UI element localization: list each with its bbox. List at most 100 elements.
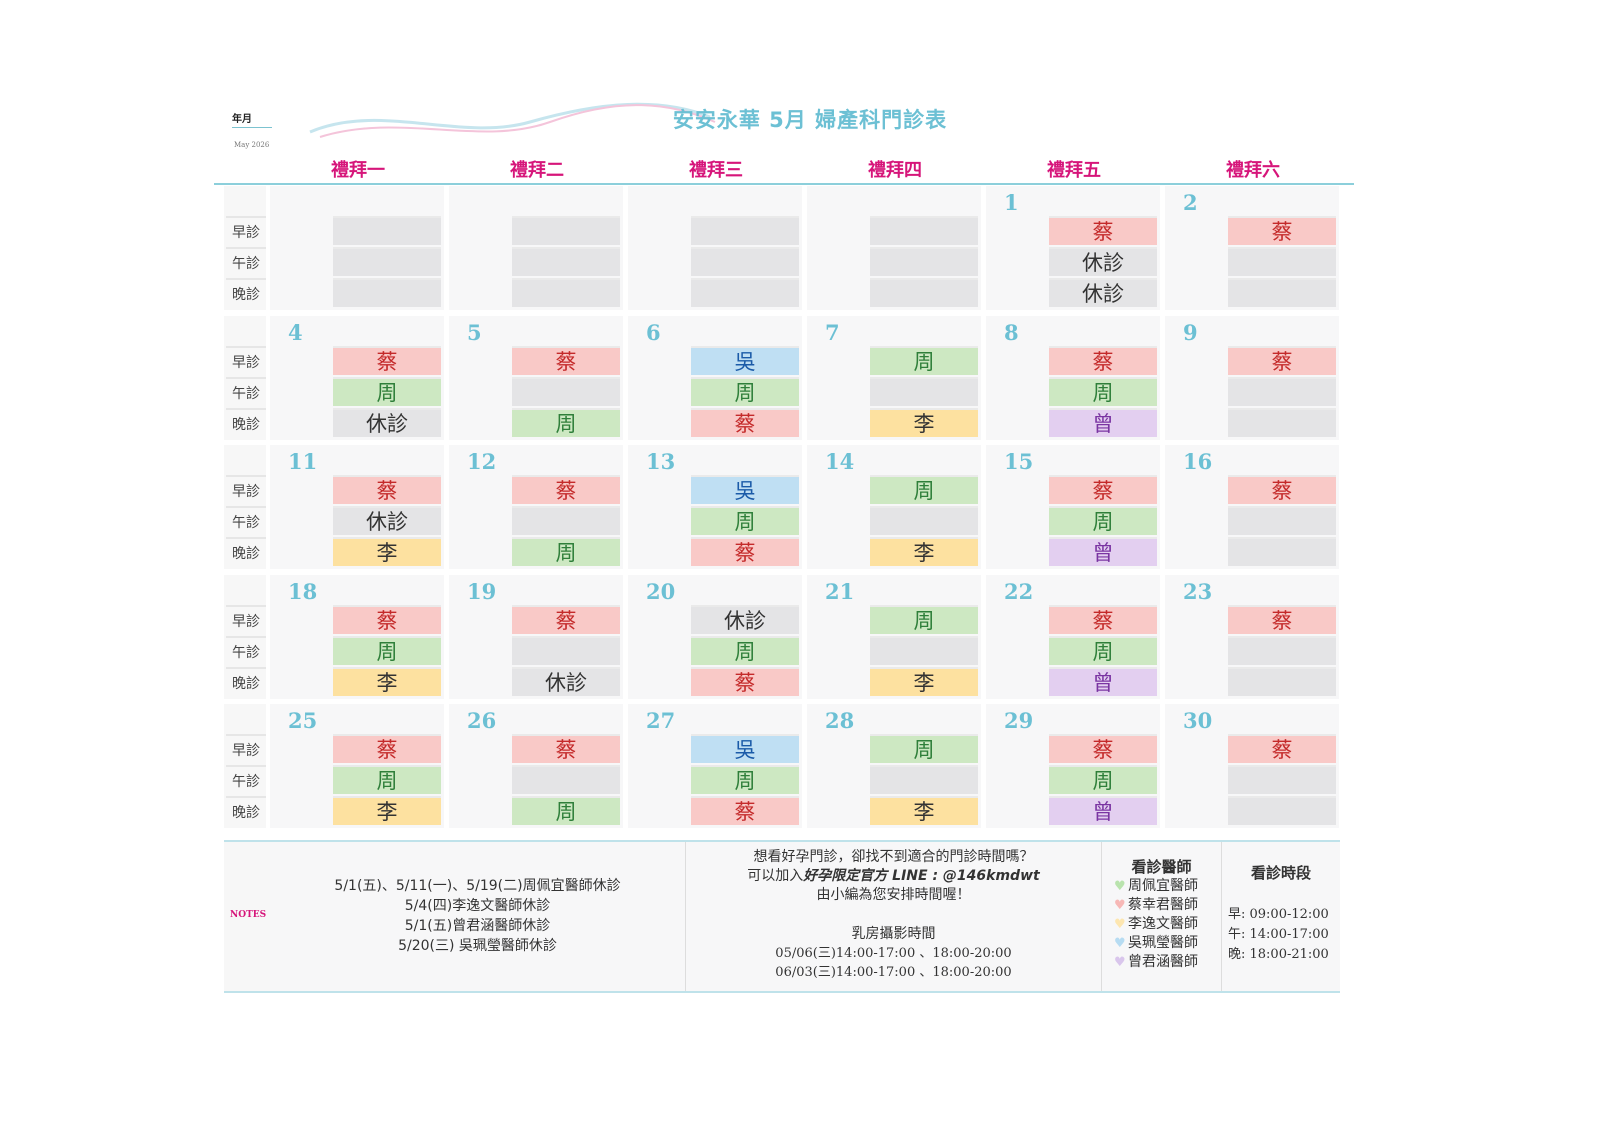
shift-cai: 蔡 (333, 345, 441, 375)
shift-zhou: 周 (1049, 765, 1157, 794)
heart-icon: ♥ (1114, 936, 1126, 951)
notes-label: NOTES (230, 910, 267, 920)
shift-off: 休診 (512, 666, 620, 696)
date-number: 26 (467, 708, 497, 733)
day-header: 禮拜四 (868, 160, 922, 181)
shift-empty (512, 247, 620, 276)
day-cell: 20 休診周蔡 (628, 574, 802, 699)
shift-empty (1228, 635, 1336, 665)
shift-empty (333, 278, 441, 307)
heart-icon: ♥ (1114, 917, 1126, 932)
hours-row: 晚: 18:00-21:00 (1228, 947, 1329, 962)
shift-zhou: 周 (1049, 376, 1157, 406)
hours-title: 看診時段 (1250, 864, 1311, 882)
date-number: 16 (1183, 449, 1213, 474)
shift-empty (512, 216, 620, 245)
shift-empty (1228, 407, 1336, 437)
week-row: 早診 午診 晚診 11 蔡休診李 12 蔡周 13 吳周蔡 14 周李 15 蔡周曾 16 蔡 (224, 445, 1340, 569)
shift-empty (512, 506, 620, 535)
date-number: 12 (467, 449, 497, 474)
shift-zhou: 周 (333, 635, 441, 665)
shift-empty (1228, 376, 1336, 406)
week-row: 早診 午診 晚診 25 蔡周李 26 蔡周 27 吳周蔡 28 周李 29 蔡周曾 30 蔡 (224, 704, 1340, 828)
date-number: 21 (825, 578, 855, 604)
shift-cai: 蔡 (691, 796, 799, 825)
shift-empty (1228, 278, 1336, 307)
shift-empty (1228, 796, 1336, 825)
day-cell: 23 蔡 (1165, 574, 1339, 699)
shift-li: 李 (870, 666, 978, 696)
day-cell: 28 周李 (807, 704, 981, 828)
date-number: 9 (1183, 319, 1198, 345)
shift-off: 休診 (1049, 278, 1157, 307)
slot-label: 午診 (226, 506, 266, 536)
mammography-title: 乳房攝影時間 (851, 926, 936, 942)
shift-zhou: 周 (870, 604, 978, 634)
legend-title: 看診醫師 (1131, 858, 1192, 876)
shift-cai: 蔡 (691, 666, 799, 696)
shift-cai: 蔡 (333, 734, 441, 763)
week-row: 早診 午診 晚診 18 蔡周李 19 蔡休診 20 休診周蔡 21 周李 22 蔡周曾 23 蔡 (224, 574, 1340, 699)
slot-label: 午診 (226, 765, 266, 795)
shift-zhou: 周 (1049, 506, 1157, 535)
slot-label: 早診 (226, 216, 266, 246)
note-line: 5/4(四)李逸文醫師休診 (404, 898, 551, 914)
day-cell: 1 蔡休診 休診 (986, 186, 1160, 310)
shift-li: 李 (870, 407, 978, 437)
date-number: 8 (1004, 319, 1019, 345)
day-cell: 6 吳周蔡 (628, 315, 802, 440)
shift-cai: 蔡 (691, 537, 799, 566)
slot-label: 早診 (226, 475, 266, 505)
slot-label: 午診 (226, 635, 266, 666)
day-cell (449, 186, 623, 310)
shift-li: 李 (870, 796, 978, 825)
shift-empty (691, 278, 799, 307)
shift-cai: 蔡 (691, 407, 799, 437)
shift-cai: 蔡 (512, 734, 620, 763)
day-cell (270, 186, 444, 310)
doctor-name: 曾君涵醫師 (1128, 954, 1198, 970)
day-cell: 15 蔡周曾 (986, 445, 1160, 569)
date-number: 2 (1183, 190, 1198, 215)
shift-zhou: 周 (691, 506, 799, 535)
date-number: 6 (646, 319, 661, 345)
legend-item: ♥ 吳珮瑩醫師 (1114, 934, 1221, 953)
slot-label: 早診 (226, 604, 266, 635)
shift-wu: 吳 (691, 345, 799, 375)
date-number: 25 (288, 708, 318, 733)
day-cell (807, 186, 981, 310)
heart-icon: ♥ (1114, 898, 1126, 913)
date-number: 15 (1004, 449, 1034, 474)
doctor-name: 吳珮瑩醫師 (1128, 935, 1198, 951)
shift-zhou: 周 (691, 765, 799, 794)
shift-cai: 蔡 (512, 345, 620, 375)
shift-empty (870, 376, 978, 406)
day-header: 禮拜一 (331, 160, 385, 181)
legend-item: ♥ 李逸文醫師 (1114, 915, 1221, 934)
shift-li: 李 (333, 537, 441, 566)
day-cell: 30 蔡 (1165, 704, 1339, 828)
shift-zhou: 周 (870, 734, 978, 763)
shift-wu: 吳 (691, 734, 799, 763)
date-number: 23 (1183, 578, 1213, 604)
shift-empty (870, 247, 978, 276)
shift-zeng: 曾 (1049, 537, 1157, 566)
shift-cai: 蔡 (1228, 604, 1336, 634)
shift-cai: 蔡 (1228, 475, 1336, 504)
note-line: 5/1(五)、5/11(一)、5/19(二)周佩宜醫師休診 (334, 878, 621, 894)
day-cell: 22 蔡周曾 (986, 574, 1160, 699)
shift-empty (1228, 765, 1336, 794)
day-cell: 19 蔡休診 (449, 574, 623, 699)
date-number: 19 (467, 578, 497, 604)
doctor-name: 李逸文醫師 (1128, 916, 1198, 932)
slot-label: 早診 (226, 345, 266, 376)
shift-zhou: 周 (870, 345, 978, 375)
slot-label: 晚診 (226, 666, 266, 697)
date-number: 20 (646, 578, 676, 604)
shift-cai: 蔡 (1049, 475, 1157, 504)
shift-empty (870, 506, 978, 535)
shift-empty (1228, 506, 1336, 535)
day-header: 禮拜六 (1226, 160, 1280, 181)
